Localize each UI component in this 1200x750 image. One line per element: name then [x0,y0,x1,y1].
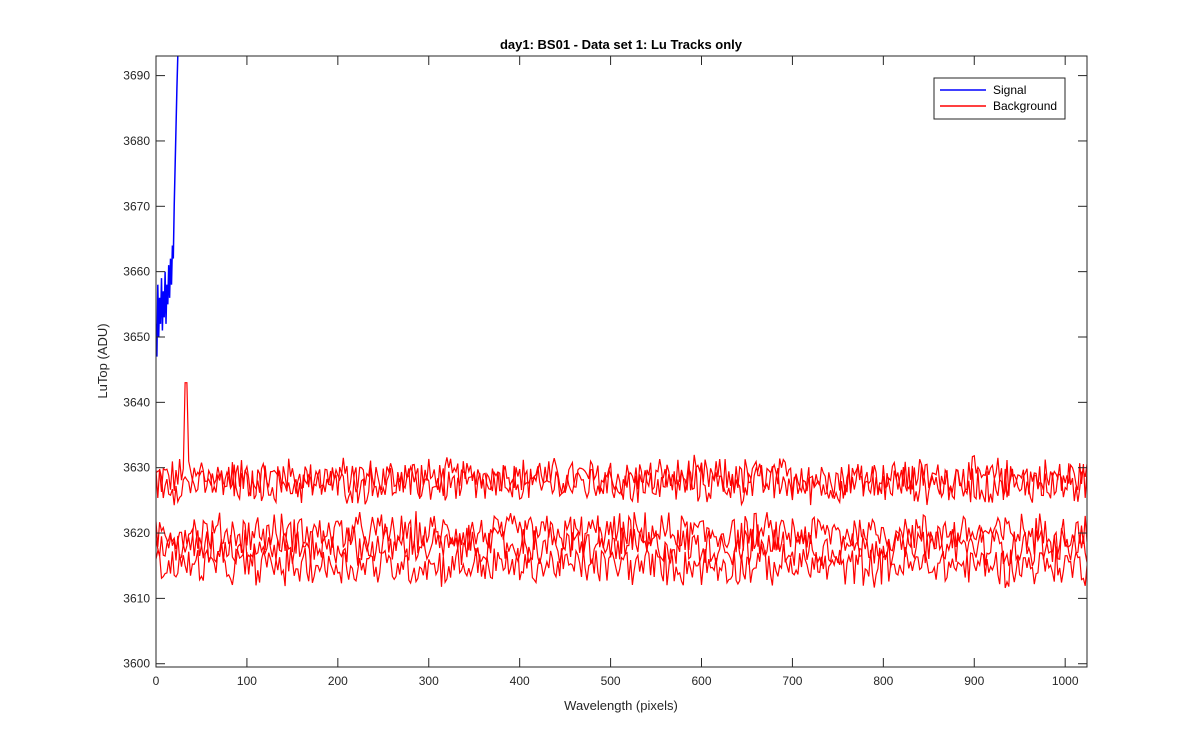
series-line-signal [156,56,179,357]
series-line-background [156,382,1087,499]
x-tick-label: 200 [328,674,348,688]
y-tick-label: 3650 [123,330,150,344]
x-tick-label: 900 [964,674,984,688]
legend: Signal Background [933,77,1066,120]
x-tick-label: 500 [601,674,621,688]
y-tick-label: 3670 [123,199,150,213]
y-tick-label: 3620 [123,526,150,540]
x-tick-label: 1000 [1052,674,1079,688]
tick-layer: 0 100 200 300 400 500 600 700 800 900 1000 3600 3610… [123,56,1087,688]
x-tick-label: 300 [419,674,439,688]
x-tick-label: 400 [510,674,530,688]
legend-label-background: Background [993,99,1057,113]
y-tick-label: 3640 [123,395,150,409]
x-tick-label: 600 [691,674,711,688]
y-tick-label: 3610 [123,591,150,605]
y-axis-label: LuTop (ADU) [95,323,110,398]
x-tick-label: 0 [153,674,160,688]
chart-title: day1: BS01 - Data set 1: Lu Tracks only [500,37,743,52]
series-line-background [156,462,1087,507]
y-tick-label: 3660 [123,265,150,279]
series-layer [156,56,1087,589]
y-tick-label: 3680 [123,134,150,148]
legend-label-signal: Signal [993,83,1026,97]
x-tick-label: 100 [237,674,257,688]
x-tick-label: 800 [873,674,893,688]
y-tick-label: 3690 [123,69,150,83]
series-line-background [156,542,1087,589]
x-tick-label: 700 [782,674,802,688]
series-line-background [156,524,1087,568]
y-tick-label: 3630 [123,461,150,475]
plot-frame [155,55,1088,668]
y-tick-label: 3600 [123,657,150,671]
legend-box [933,77,1066,120]
x-axis-label: Wavelength (pixels) [564,698,678,713]
